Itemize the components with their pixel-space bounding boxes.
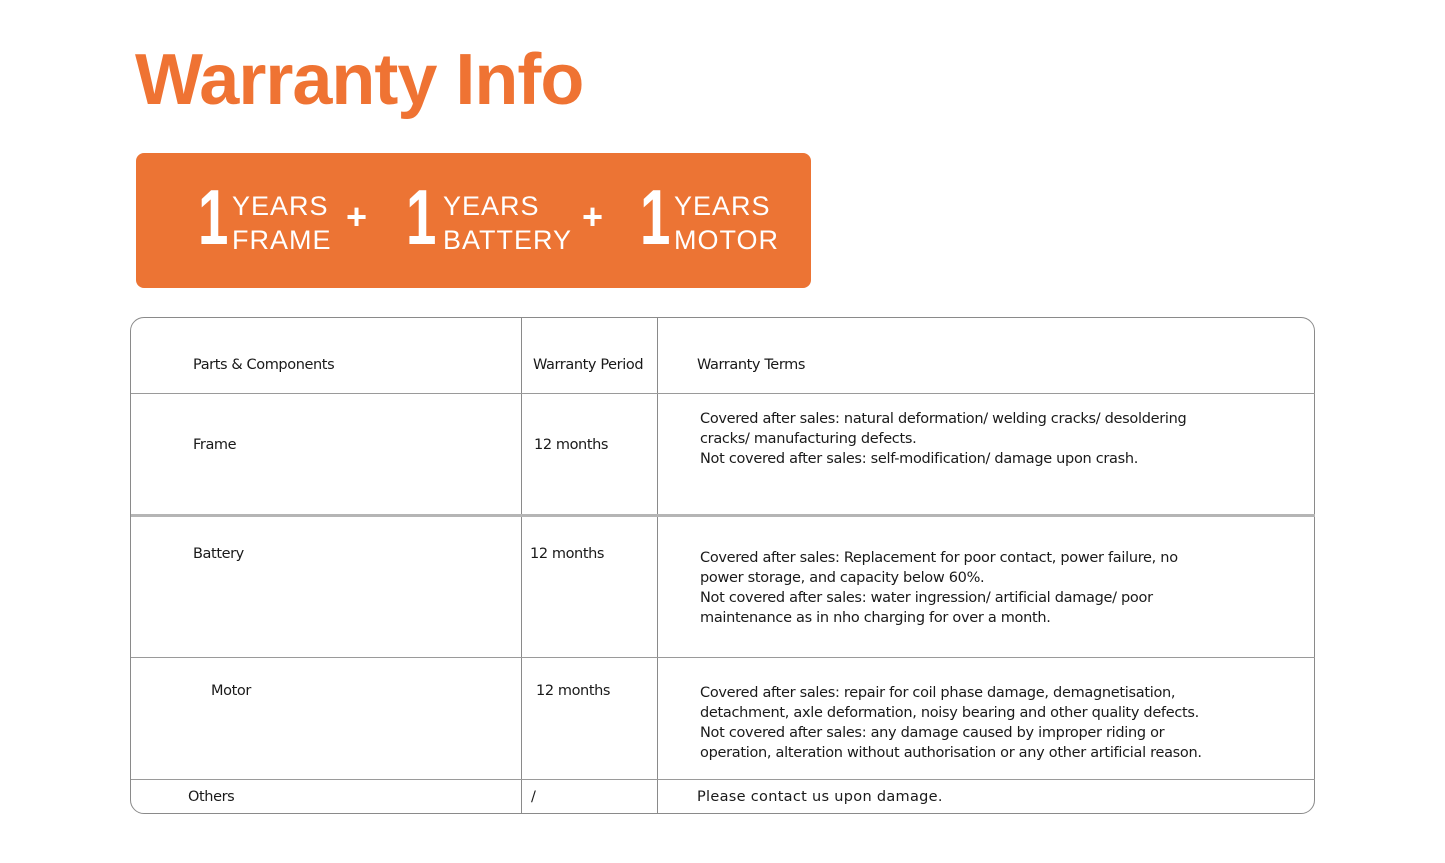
row-motor-period: 12 months: [536, 683, 611, 699]
header-terms: Warranty Terms: [697, 357, 806, 373]
row-battery-terms: Covered after sales: Replacement for poo…: [700, 550, 1178, 626]
motor-years-label: YEARS MOTOR: [674, 191, 779, 255]
row-battery-part: Battery: [193, 546, 244, 562]
row-motor-part: Motor: [211, 683, 251, 699]
row-motor-terms: Covered after sales: repair for coil pha…: [700, 685, 1202, 761]
battery-years-number: 1: [406, 173, 437, 261]
plus-icon: +: [346, 196, 368, 237]
row-divider: [131, 657, 1315, 658]
row-frame-period: 12 months: [534, 437, 609, 453]
header-parts: Parts & Components: [193, 357, 335, 373]
row-divider: [131, 779, 1315, 780]
header-period: Warranty Period: [533, 357, 644, 373]
row-divider: [131, 393, 1315, 394]
row-others-period: /: [531, 789, 536, 805]
page-title: Warranty Info: [135, 40, 584, 120]
motor-years-number: 1: [640, 173, 671, 261]
column-divider: [657, 317, 658, 814]
row-frame-terms: Covered after sales: natural deformation…: [700, 411, 1187, 467]
column-divider: [521, 317, 522, 814]
warranty-table: [130, 317, 1315, 814]
row-others-terms: Please contact us upon damage.: [697, 789, 943, 805]
warranty-banner: 1 YEARS FRAME + 1 YEARS BATTERY + 1 YEARS M…: [136, 153, 811, 288]
row-battery-period: 12 months: [530, 546, 605, 562]
row-divider: [131, 514, 1315, 517]
battery-years-label: YEARS BATTERY: [443, 191, 573, 255]
plus-icon: +: [582, 196, 604, 237]
frame-years-number: 1: [198, 173, 229, 261]
frame-years-label: YEARS FRAME: [232, 191, 332, 255]
row-others-part: Others: [188, 789, 235, 805]
row-frame-part: Frame: [193, 437, 237, 453]
